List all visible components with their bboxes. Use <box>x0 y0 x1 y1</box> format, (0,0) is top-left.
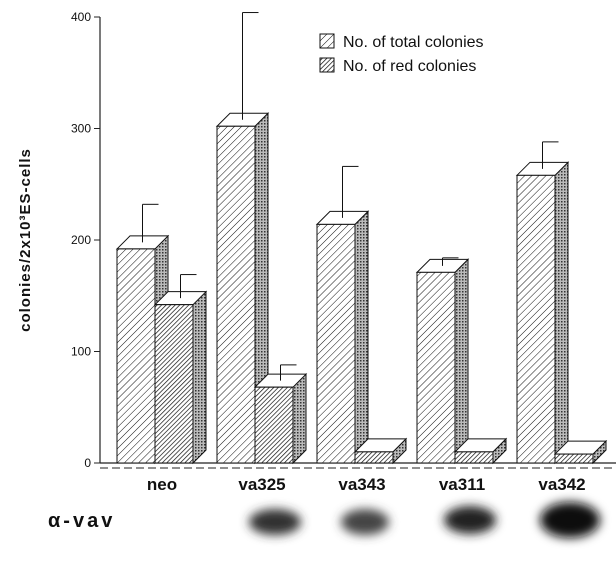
y-tick-label: 300 <box>71 122 91 136</box>
bar <box>155 305 193 463</box>
y-tick-label: 400 <box>71 10 91 24</box>
bar <box>517 175 555 463</box>
bar-side <box>455 259 468 463</box>
bar-side <box>355 211 368 463</box>
bar-side <box>193 292 206 463</box>
bar <box>417 272 455 463</box>
bar-side <box>293 374 306 463</box>
legend-label: No. of red colonies <box>343 58 476 75</box>
x-tick-label: neo <box>147 475 177 494</box>
bar <box>255 387 293 463</box>
bar <box>355 452 393 463</box>
bar <box>555 454 593 463</box>
blot-band <box>444 506 496 534</box>
blot-band <box>341 509 389 535</box>
bar-side <box>555 162 568 463</box>
chart: colonies/2x10³ES-cells α-vav 0 100 200 300 4… <box>0 0 616 560</box>
bar <box>455 452 493 463</box>
y-tick-label: 200 <box>71 233 91 247</box>
blot-band <box>249 509 301 535</box>
blot <box>249 502 600 538</box>
blot-band <box>540 502 600 538</box>
bar <box>317 224 355 463</box>
blot-label: α-vav <box>48 510 115 532</box>
x-tick-label: va311 <box>439 475 485 494</box>
bar <box>217 126 255 463</box>
bar <box>117 249 155 463</box>
y-tick-label: 100 <box>71 345 91 359</box>
y-axis-label: colonies/2x10³ES-cells <box>17 148 34 332</box>
x-tick-label: va325 <box>238 475 285 494</box>
legend-swatch <box>320 58 334 72</box>
legend-swatch <box>320 34 334 48</box>
legend-label: No. of total colonies <box>343 34 484 51</box>
y-tick-label: 0 <box>84 456 91 470</box>
x-tick-label: va343 <box>338 475 385 494</box>
x-tick-label: va342 <box>538 475 585 494</box>
